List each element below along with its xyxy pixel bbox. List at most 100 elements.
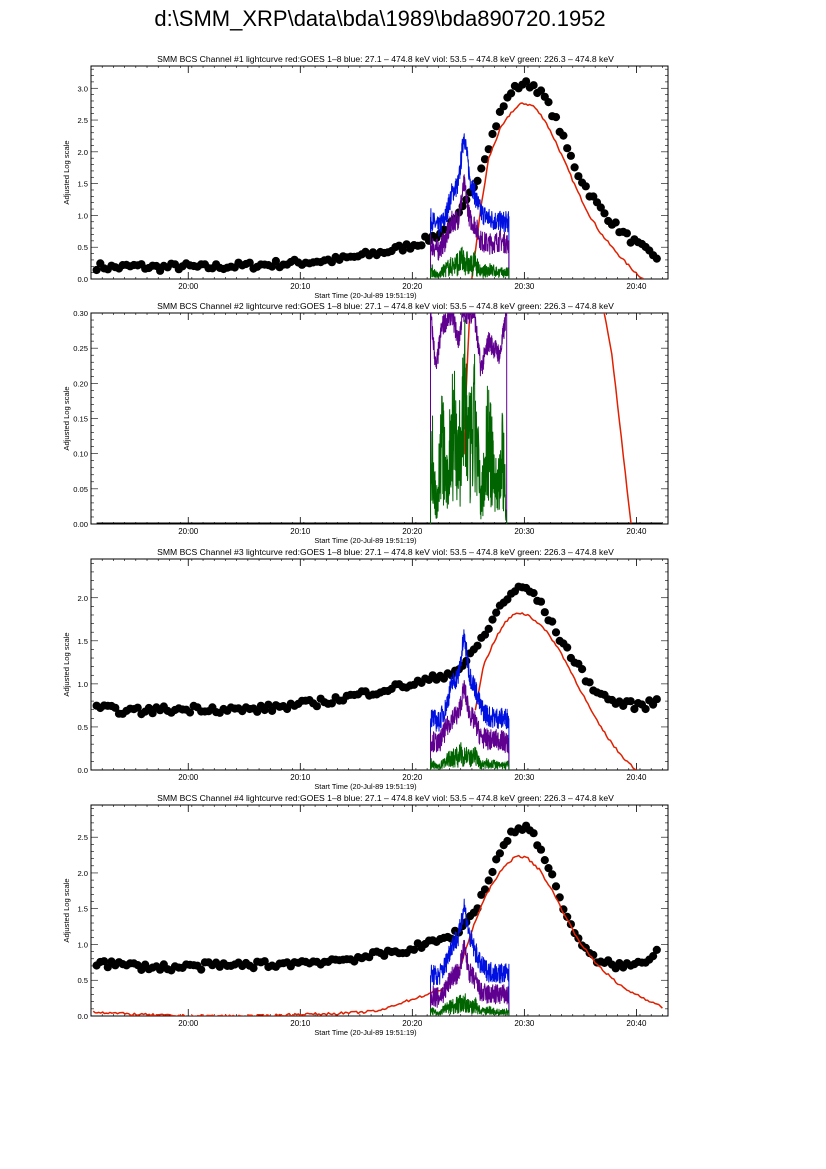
data-point: [197, 965, 206, 974]
y-tick-label: 0.5: [77, 243, 88, 252]
data-point: [529, 589, 538, 598]
chart-panel-4: SMM BCS Channel #4 lightcurve red:GOES 1…: [62, 793, 669, 1037]
data-point: [563, 643, 572, 652]
y-tick-label: 3.0: [77, 84, 88, 93]
series-group: [92, 582, 661, 770]
data-point: [559, 131, 568, 140]
data-point: [477, 164, 486, 173]
y-tick-label: 1.0: [77, 680, 88, 689]
y-tick-label: 0.05: [73, 485, 88, 494]
x-tick-label: 20:40: [626, 1019, 647, 1028]
data-point: [522, 77, 531, 86]
data-point: [492, 855, 501, 864]
data-point: [492, 608, 501, 617]
data-point: [551, 113, 561, 122]
series-line: [471, 102, 644, 279]
chart-title: SMM BCS Channel #4 lightcurve red:GOES 1…: [157, 793, 614, 803]
y-tick-label: 1.5: [77, 905, 88, 914]
data-point: [548, 617, 557, 626]
data-point: [507, 89, 516, 98]
data-point: [499, 102, 508, 111]
data-point: [327, 699, 336, 708]
data-point: [570, 163, 579, 172]
series-line: [474, 612, 637, 770]
data-point: [480, 885, 490, 894]
y-axis-label: Adjusted Log scale: [62, 140, 71, 204]
chart-title: SMM BCS Channel #2 lightcurve red:GOES 1…: [157, 301, 614, 311]
chart-title: SMM BCS Channel #3 lightcurve red:GOES 1…: [157, 547, 614, 557]
x-tick-label: 20:30: [514, 527, 535, 536]
data-point: [544, 864, 553, 873]
data-point: [488, 867, 497, 877]
x-tick-label: 20:10: [290, 282, 311, 291]
series-group: [92, 821, 663, 1016]
data-point: [495, 849, 504, 858]
y-tick-label: 0.0: [77, 275, 88, 284]
series-line: [430, 939, 510, 1016]
plot-frame: [90, 312, 669, 525]
x-tick-label: 20:30: [514, 1019, 535, 1028]
data-point: [581, 182, 590, 191]
plot-frame: [90, 65, 669, 280]
data-point: [185, 708, 195, 717]
x-tick-label: 20:00: [178, 1019, 199, 1028]
y-tick-label: 1.5: [77, 180, 88, 189]
series-line: [430, 133, 510, 279]
y-tick-label: 1.0: [77, 211, 88, 220]
y-tick-label: 2.5: [77, 116, 88, 125]
data-point: [566, 151, 576, 160]
data-point: [312, 702, 321, 711]
x-tick-label: 20:30: [514, 282, 535, 291]
x-tick-label: 20:20: [402, 282, 423, 291]
data-point: [536, 86, 546, 95]
x-tick-label: 20:40: [626, 282, 647, 291]
series-line: [430, 174, 510, 279]
series-group: [92, 77, 661, 279]
series-line: [603, 313, 632, 524]
x-axis-label: Start Time (20-Jul-89 19:51:19): [314, 291, 416, 300]
x-tick-label: 20:40: [626, 527, 647, 536]
data-point: [548, 870, 557, 879]
y-axis-label: Adjusted Log scale: [62, 386, 71, 450]
data-point: [529, 81, 538, 90]
data-point: [271, 256, 280, 266]
y-tick-label: 2.0: [77, 869, 88, 878]
data-point: [488, 615, 497, 624]
x-tick-label: 20:20: [402, 1019, 423, 1028]
x-tick-label: 20:10: [290, 1019, 311, 1028]
x-tick-label: 20:10: [290, 773, 311, 782]
data-point: [484, 624, 493, 634]
chart-panel-3: SMM BCS Channel #3 lightcurve red:GOES 1…: [62, 547, 669, 791]
data-point: [473, 641, 482, 650]
data-point: [652, 695, 661, 704]
data-point: [100, 957, 109, 966]
data-point: [249, 964, 258, 973]
data-point: [245, 258, 254, 267]
y-tick-label: 2.0: [77, 594, 88, 603]
data-point: [92, 265, 101, 275]
data-point: [652, 254, 661, 263]
data-point: [652, 945, 661, 955]
data-point: [409, 945, 419, 954]
data-point: [551, 628, 561, 637]
y-tick-label: 2.0: [77, 148, 88, 157]
data-point: [649, 952, 658, 961]
data-point: [585, 678, 594, 687]
series-line: [430, 993, 510, 1016]
y-tick-label: 2.5: [77, 833, 88, 842]
series-line: [430, 742, 510, 770]
data-point: [600, 209, 609, 218]
y-tick-label: 0.15: [73, 415, 88, 424]
data-point: [111, 703, 120, 712]
x-axis-label: Start Time (20-Jul-89 19:51:19): [314, 536, 416, 545]
x-axis-label: Start Time (20-Jul-89 19:51:19): [314, 1028, 416, 1037]
plot-frame: [90, 558, 669, 771]
data-point: [551, 882, 561, 891]
data-point: [133, 703, 142, 712]
series-line: [430, 313, 508, 524]
data-point: [540, 856, 549, 865]
data-point: [540, 608, 549, 617]
data-point: [630, 704, 639, 714]
chart-panel-2: SMM BCS Channel #2 lightcurve red:GOES 1…: [62, 301, 669, 545]
